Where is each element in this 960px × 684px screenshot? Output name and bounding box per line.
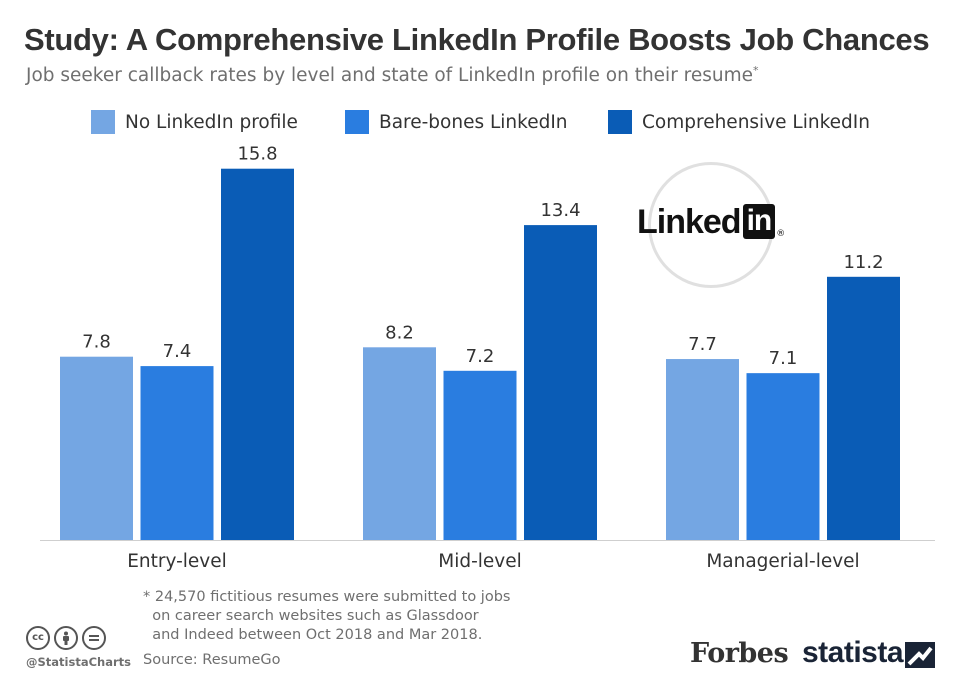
subtitle-text: Job seeker callback rates by level and s… xyxy=(26,65,754,87)
source-note: Source: ResumeGo xyxy=(143,652,281,668)
legend-label: Comprehensive LinkedIn xyxy=(642,111,870,133)
data-label: 11.2 xyxy=(843,252,883,273)
license-icons: cc xyxy=(26,626,106,650)
legend-swatch xyxy=(608,110,632,134)
legend-item-no-linkedin: No LinkedIn profile xyxy=(91,110,298,134)
data-label: 13.4 xyxy=(540,200,580,221)
legend-item-comprehensive: Comprehensive LinkedIn xyxy=(608,110,870,134)
forbes-logo: Forbes xyxy=(690,638,789,669)
bar-chart: 7.8 7.4 15.8 Entry-level 8.2 7.2 13.4 Mid-level… xyxy=(40,144,935,572)
legend-swatch xyxy=(91,110,115,134)
statista-logo: statista xyxy=(802,636,904,669)
linkedin-logo-box: in xyxy=(742,204,776,239)
attribution-icon xyxy=(54,626,78,650)
statista-handle: @StatistaCharts xyxy=(26,655,131,669)
data-label: 7.1 xyxy=(769,348,798,369)
no-derivatives-icon xyxy=(82,626,106,650)
bar xyxy=(363,347,436,540)
data-label: 7.2 xyxy=(466,346,495,367)
chart-title: Study: A Comprehensive LinkedIn Profile … xyxy=(24,22,930,57)
footnote: * 24,570 fictitious resumes were submitt… xyxy=(143,589,511,643)
bar xyxy=(524,225,597,540)
linkedin-registered-mark: ® xyxy=(776,229,786,239)
bar xyxy=(60,356,133,540)
bar xyxy=(140,366,214,540)
cc-icon: cc xyxy=(26,626,50,650)
data-label: 7.4 xyxy=(163,341,192,362)
legend-label: No LinkedIn profile xyxy=(125,111,298,133)
bar xyxy=(221,168,294,540)
bar xyxy=(746,373,820,540)
data-label: 7.7 xyxy=(688,334,717,355)
category-label: Managerial-level xyxy=(706,551,859,572)
linkedin-logo-word: Linked xyxy=(637,202,742,241)
bar xyxy=(666,359,739,540)
linkedin-logo: Linked in ® xyxy=(637,204,785,239)
category-label: Mid-level xyxy=(438,551,522,572)
legend: No LinkedIn profile Bare-bones LinkedIn … xyxy=(91,110,911,136)
subtitle-footnote-marker: * xyxy=(753,64,759,77)
data-label: 8.2 xyxy=(385,322,414,343)
data-label: 7.8 xyxy=(82,332,111,353)
bar xyxy=(827,276,900,540)
category-label: Entry-level xyxy=(127,551,227,572)
data-label: 15.8 xyxy=(237,144,277,165)
legend-label: Bare-bones LinkedIn xyxy=(379,111,568,133)
chart-subtitle: Job seeker callback rates by level and s… xyxy=(26,64,759,86)
statista-logo-icon xyxy=(905,642,935,668)
bar xyxy=(443,370,517,540)
legend-swatch xyxy=(345,110,369,134)
legend-item-bare-bones: Bare-bones LinkedIn xyxy=(345,110,568,134)
